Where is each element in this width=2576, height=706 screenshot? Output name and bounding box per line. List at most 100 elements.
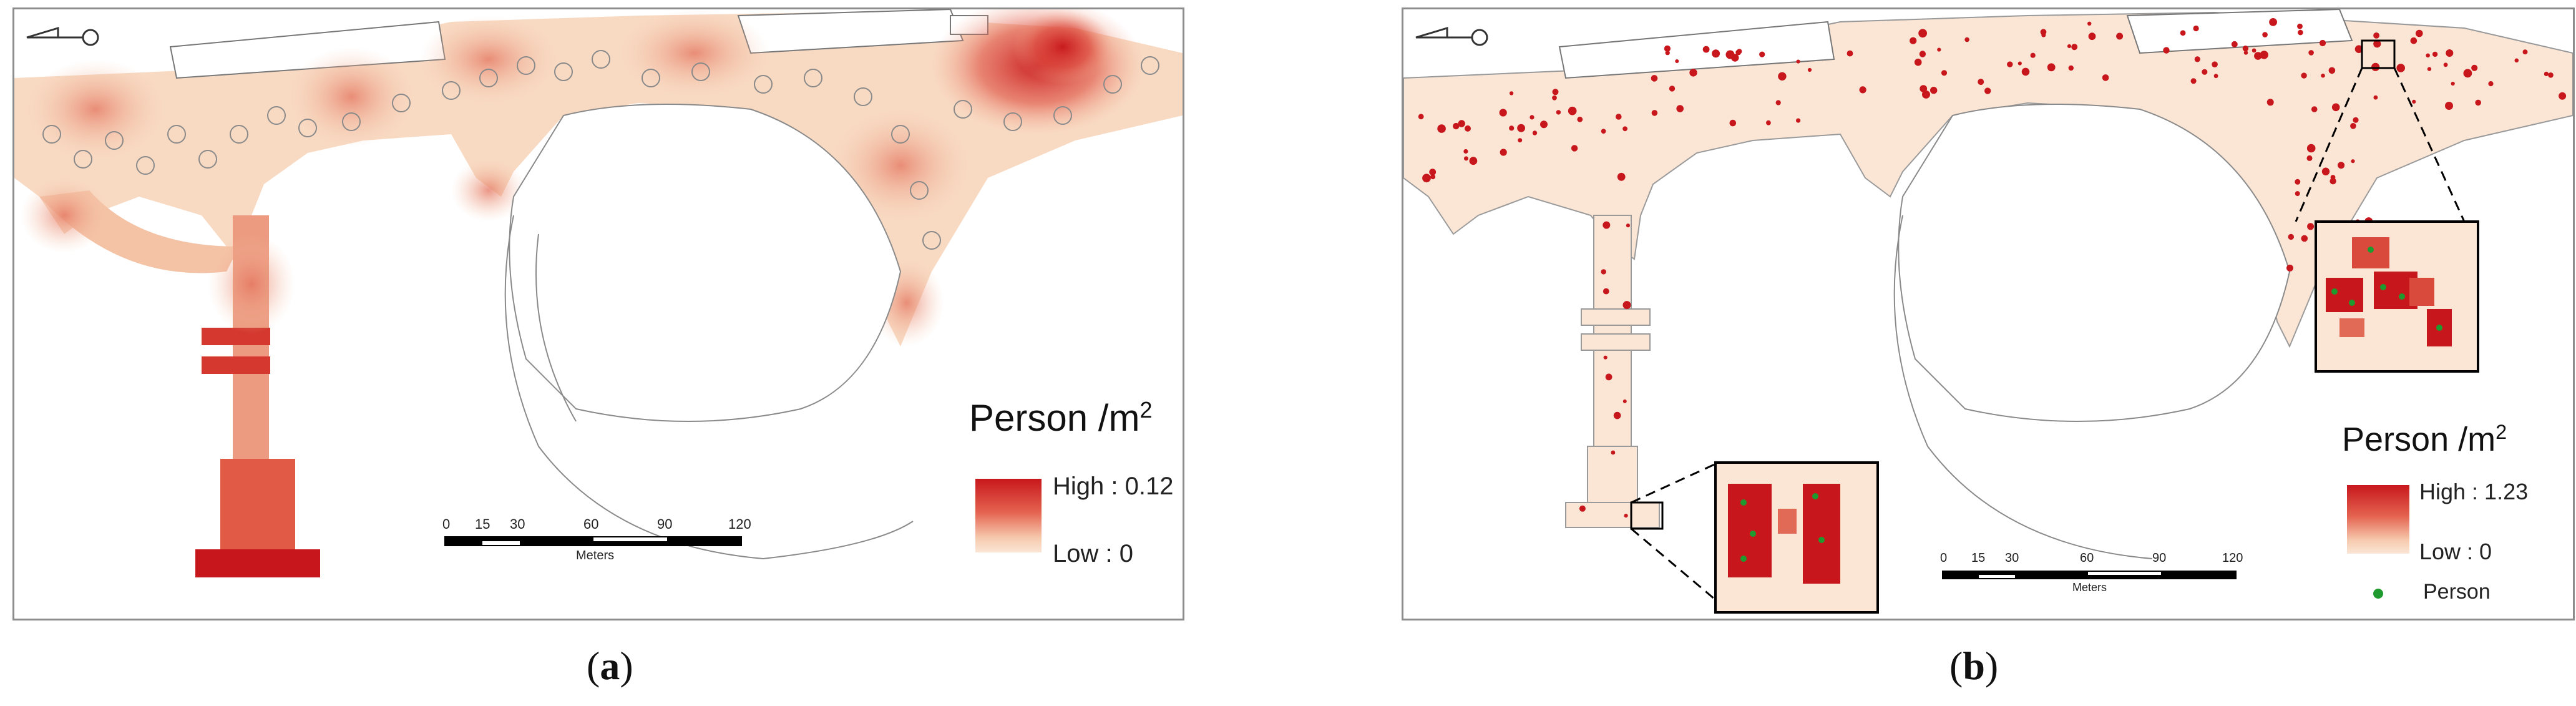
person-density-dot (1847, 50, 1853, 57)
scale-tick-15: 15 (475, 516, 490, 532)
person-density-dot (1611, 450, 1616, 455)
legend-color-ramp-a (975, 479, 1042, 552)
person-density-dot (1518, 138, 1523, 143)
legend-low-label-a: Low : 0 (1053, 540, 1133, 567)
person-density-dot (2311, 106, 2318, 112)
person-density-dot (2231, 41, 2238, 47)
person-density-dot (2514, 58, 2519, 63)
person-density-dot (2426, 53, 2430, 58)
person-density-dot (1571, 145, 1578, 152)
person-density-dot (1463, 149, 1468, 154)
person-density-dot (1552, 89, 1559, 96)
scale-tick-60: 60 (583, 516, 599, 532)
person-density-dot (2163, 47, 2170, 54)
person-density-dot (2193, 25, 2199, 32)
person-density-dot (2067, 44, 2072, 49)
person-density-dot (1796, 118, 1801, 123)
person-density-dot (2371, 62, 2380, 71)
person-density-dot (1796, 59, 1800, 64)
person-density-dot (1807, 67, 1812, 72)
person-density-dot (1759, 51, 1765, 57)
person-density-dot (2116, 32, 2124, 40)
person-density-dot (1617, 172, 1626, 181)
person-density-dot (2373, 95, 2378, 100)
map-panel-a: 0 15 30 60 90 120 Meters Person /m2 High… (12, 7, 1184, 620)
scale-tick-30: 30 (2005, 551, 2019, 565)
person-density-dot (2288, 233, 2294, 240)
inset-zoom-top (2295, 39, 2479, 373)
island-outline (504, 104, 914, 560)
person-density-dot (2213, 74, 2218, 79)
person-density-dot (2321, 73, 2325, 78)
person-density-dot (2007, 61, 2013, 67)
person-density-dot (1418, 114, 1424, 120)
person-density-dot (2412, 99, 2416, 104)
person-density-dot (2308, 50, 2314, 56)
person-density-dot (2331, 103, 2340, 112)
person-density-dot (2194, 56, 2200, 62)
caption-b: (b) (1949, 644, 1999, 688)
person-density-dot (2242, 46, 2249, 52)
person-density-dot (2321, 167, 2330, 175)
person-density-dot (1775, 100, 1781, 105)
person-density-dot (1702, 46, 1710, 53)
person-density-dot (1729, 119, 1737, 127)
person-density-dot (2295, 191, 2300, 197)
person-density-dot (2463, 69, 2472, 78)
person-density-dot (1664, 45, 1671, 52)
person-density-dot (1859, 86, 1866, 94)
person-density-dot (1603, 355, 1608, 360)
person-density-dot (2297, 23, 2303, 29)
legend-title-b: Person /m2 (2342, 421, 2507, 458)
person-density-dot (1430, 174, 1436, 180)
person-density-dot (2087, 21, 2092, 26)
person-density-dot (1676, 105, 1684, 112)
person-density-dot (1616, 114, 1622, 120)
person-density-dot (2212, 61, 2218, 67)
person-density-dot (2306, 144, 2316, 153)
person-density-dot (2295, 179, 2301, 185)
person-density-dot (1605, 373, 1612, 381)
person-density-dot (1500, 149, 1507, 156)
person-density-dot (1778, 72, 1787, 81)
person-density-dot (2030, 52, 2036, 58)
scale-tick-30: 30 (510, 516, 525, 532)
person-density-dot (2319, 39, 2326, 47)
person-density-dot (1914, 58, 1922, 66)
scale-bar (1942, 571, 2237, 579)
scale-unit: Meters (576, 549, 615, 562)
caption-a: (a) (587, 644, 633, 688)
person-density-dot (2451, 81, 2455, 86)
person-density-dot (1675, 59, 1679, 63)
person-density-dot (1556, 110, 1561, 115)
person-density-dot (1937, 47, 1941, 52)
person-density-dot (1626, 223, 1630, 228)
person-density-dot (1622, 301, 1631, 310)
person-density-dot (2243, 51, 2248, 55)
person-density-dot (2410, 37, 2417, 44)
person-density-dot (1453, 122, 1460, 130)
person-density-dot (1613, 411, 1621, 419)
north-arrow-icon (1415, 26, 1488, 46)
person-density-dot (1978, 79, 1984, 86)
person-density-dot (1669, 86, 1676, 92)
person-density-dot (2446, 49, 2454, 57)
person-density-dot (1651, 110, 1658, 116)
person-density-dot (1422, 174, 1431, 183)
person-density-dot (2353, 117, 2359, 123)
legend-person-dot (2373, 589, 2383, 599)
person-density-dot (2350, 123, 2356, 129)
north-arrow-icon (26, 26, 99, 46)
legend-high-label-b: High : 1.23 (2419, 479, 2529, 504)
person-density-dot (1429, 169, 1437, 175)
person-density-dot (2262, 32, 2268, 37)
person-density-dot (1509, 91, 1514, 96)
scale-unit: Meters (2072, 581, 2107, 594)
person-density-dot (1601, 269, 1606, 275)
person-density-dot (1458, 120, 1465, 127)
person-density-dot (1465, 125, 1471, 132)
legend-high-label-a: High : 0.12 (1053, 473, 1174, 500)
person-density-dot (1601, 129, 1606, 134)
person-density-dot (2548, 72, 2554, 78)
person-density-dot (1568, 106, 1577, 115)
